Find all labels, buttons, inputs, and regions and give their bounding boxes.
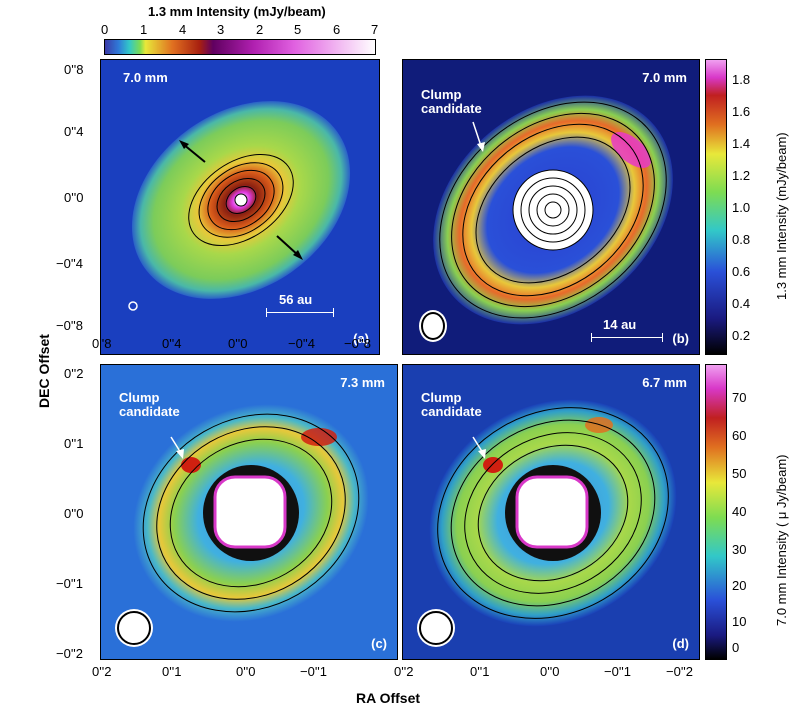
right-colorbar-bottom-tick: 50: [732, 466, 747, 481]
panel-d-clump-line1: Clump: [421, 390, 462, 405]
panel-a-ytick: 0''4: [64, 124, 84, 139]
right-colorbar-bottom-tick: 60: [732, 428, 747, 443]
panel-b: 7.0 mm Clump candidate 14 au (b): [402, 59, 700, 355]
panel-d-xtick: 0''2: [394, 664, 414, 679]
panel-a-scalebar: [266, 308, 334, 317]
panel-b-clump-label: Clump candidate: [421, 88, 482, 116]
y-axis-title: DEC Offset: [36, 334, 52, 408]
top-colorbar-tick: 3: [217, 22, 225, 37]
panel-d-xtick: 0''1: [470, 664, 490, 679]
panel-c-image: [101, 365, 397, 659]
panel-c-letter: (c): [371, 636, 387, 651]
panel-c-ytick: 0''1: [64, 436, 84, 451]
panel-d-image: [403, 365, 699, 659]
panel-b-scale-label: 14 au: [603, 317, 637, 332]
panel-c-beam: [117, 611, 151, 645]
right-colorbar-top-tick: 1.8: [732, 72, 751, 87]
right-colorbar-bottom-tick: 20: [732, 578, 747, 593]
top-colorbar-title: 1.3 mm Intensity (mJy/beam): [148, 4, 326, 19]
panel-c-clump-line1: Clump: [119, 390, 160, 405]
right-colorbar-top-label: 1.3 mm Intensity (mJy/beam): [774, 132, 789, 300]
panel-c-wavelength: 7.3 mm: [340, 375, 385, 390]
panel-a-xtick: −0''4: [288, 336, 316, 351]
right-colorbar-bottom-tick: 10: [732, 614, 747, 629]
panel-a-wavelength: 7.0 mm: [123, 70, 168, 85]
panel-b-clump-line2: candidate: [421, 101, 482, 116]
panel-a-xtick: 0''8: [92, 336, 112, 351]
top-colorbar-tick: 4: [179, 22, 187, 37]
panel-b-wavelength: 7.0 mm: [642, 70, 687, 85]
right-colorbar-bottom-ticks: 70 60 50 40 30 20 10 0: [732, 364, 772, 660]
panel-c-xtick: −0''1: [300, 664, 328, 679]
x-axis-title: RA Offset: [356, 690, 421, 706]
top-colorbar-tick: 7: [371, 22, 379, 37]
panel-c-clump-line2: candidate: [119, 404, 180, 419]
right-colorbar-top-tick: 1.6: [732, 104, 751, 119]
panel-a-ytick: −0''8: [56, 318, 84, 333]
top-colorbar-tick: 2: [256, 22, 264, 37]
right-colorbar-top-tick: 1.4: [732, 136, 751, 151]
right-colorbar-bottom-label: 7.0 mm Intensity ( μ Jy/beam): [774, 454, 789, 626]
panel-a-ytick: 0''8: [64, 62, 84, 77]
panel-a-letter: (a): [353, 331, 369, 346]
panel-c-ytick: 0''2: [64, 366, 84, 381]
panel-a-ytick: −0''4: [56, 256, 84, 271]
panel-c-xtick: 0''1: [162, 664, 182, 679]
panel-a-ytick: 0''0: [64, 190, 84, 205]
right-colorbar-bottom-tick: 40: [732, 504, 747, 519]
panel-b-clump-line1: Clump: [421, 87, 462, 102]
panel-c-ytick: 0''0: [64, 506, 84, 521]
panel-a: 7.0 mm 56 au (a): [100, 59, 380, 355]
panel-c-ytick: −0''1: [56, 576, 84, 591]
panel-b-beam: [421, 312, 445, 340]
right-colorbar-top-ticks: 1.8 1.6 1.4 1.2 1.0 0.8 0.6 0.4 0.2: [732, 62, 772, 358]
panel-c-ytick: −0''2: [56, 646, 84, 661]
panel-c-xtick: 0''2: [92, 664, 112, 679]
top-colorbar-tick: 5: [294, 22, 302, 37]
panel-d-wavelength: 6.7 mm: [642, 375, 687, 390]
right-colorbar-bottom-tick: 30: [732, 542, 747, 557]
panel-b-letter: (b): [672, 331, 689, 346]
panel-d-beam: [419, 611, 453, 645]
panel-a-xtick: 0''0: [228, 336, 248, 351]
panel-c-clump-label: Clump candidate: [119, 391, 180, 419]
right-colorbar-top-tick: 0.2: [732, 328, 751, 343]
top-colorbar: [104, 39, 376, 55]
panel-d-xtick: −0''1: [604, 664, 632, 679]
right-colorbar-top-tick: 1.2: [732, 168, 751, 183]
panel-d-clump-line2: candidate: [421, 404, 482, 419]
top-colorbar-tick: 0: [101, 22, 109, 37]
panel-b-scalebar: [591, 333, 663, 342]
panel-c-xtick: 0''0: [236, 664, 256, 679]
panel-d-clump-label: Clump candidate: [421, 391, 482, 419]
panel-d-letter: (d): [672, 636, 689, 651]
right-colorbar-top-tick: 0.4: [732, 296, 751, 311]
top-colorbar-tick: 6: [333, 22, 341, 37]
right-colorbar-bottom-tick: 70: [732, 390, 747, 405]
right-colorbar-bottom: [705, 364, 727, 660]
panel-a-scale-label: 56 au: [279, 292, 313, 307]
panel-a-xtick: −0''8: [344, 336, 372, 351]
right-colorbar-top-tick: 0.6: [732, 264, 751, 279]
right-colorbar-top: [705, 59, 727, 355]
right-colorbar-top-tick: 1.0: [732, 200, 751, 215]
panel-d-xtick: 0''0: [540, 664, 560, 679]
panel-b-image: [403, 60, 699, 354]
panel-a-xtick: 0''4: [162, 336, 182, 351]
right-colorbar-bottom-tick: 0: [732, 640, 740, 655]
top-colorbar-tick: 1: [140, 22, 148, 37]
panel-c: 7.3 mm Clump candidate (c): [100, 364, 398, 660]
top-colorbar-tick-labels: 0 1 4 3 2 5 6 7: [100, 22, 380, 37]
panel-d-xtick: −0''2: [666, 664, 694, 679]
panel-a-image: [101, 60, 379, 354]
right-colorbar-top-tick: 0.8: [732, 232, 751, 247]
panel-d: 6.7 mm Clump candidate (d): [402, 364, 700, 660]
